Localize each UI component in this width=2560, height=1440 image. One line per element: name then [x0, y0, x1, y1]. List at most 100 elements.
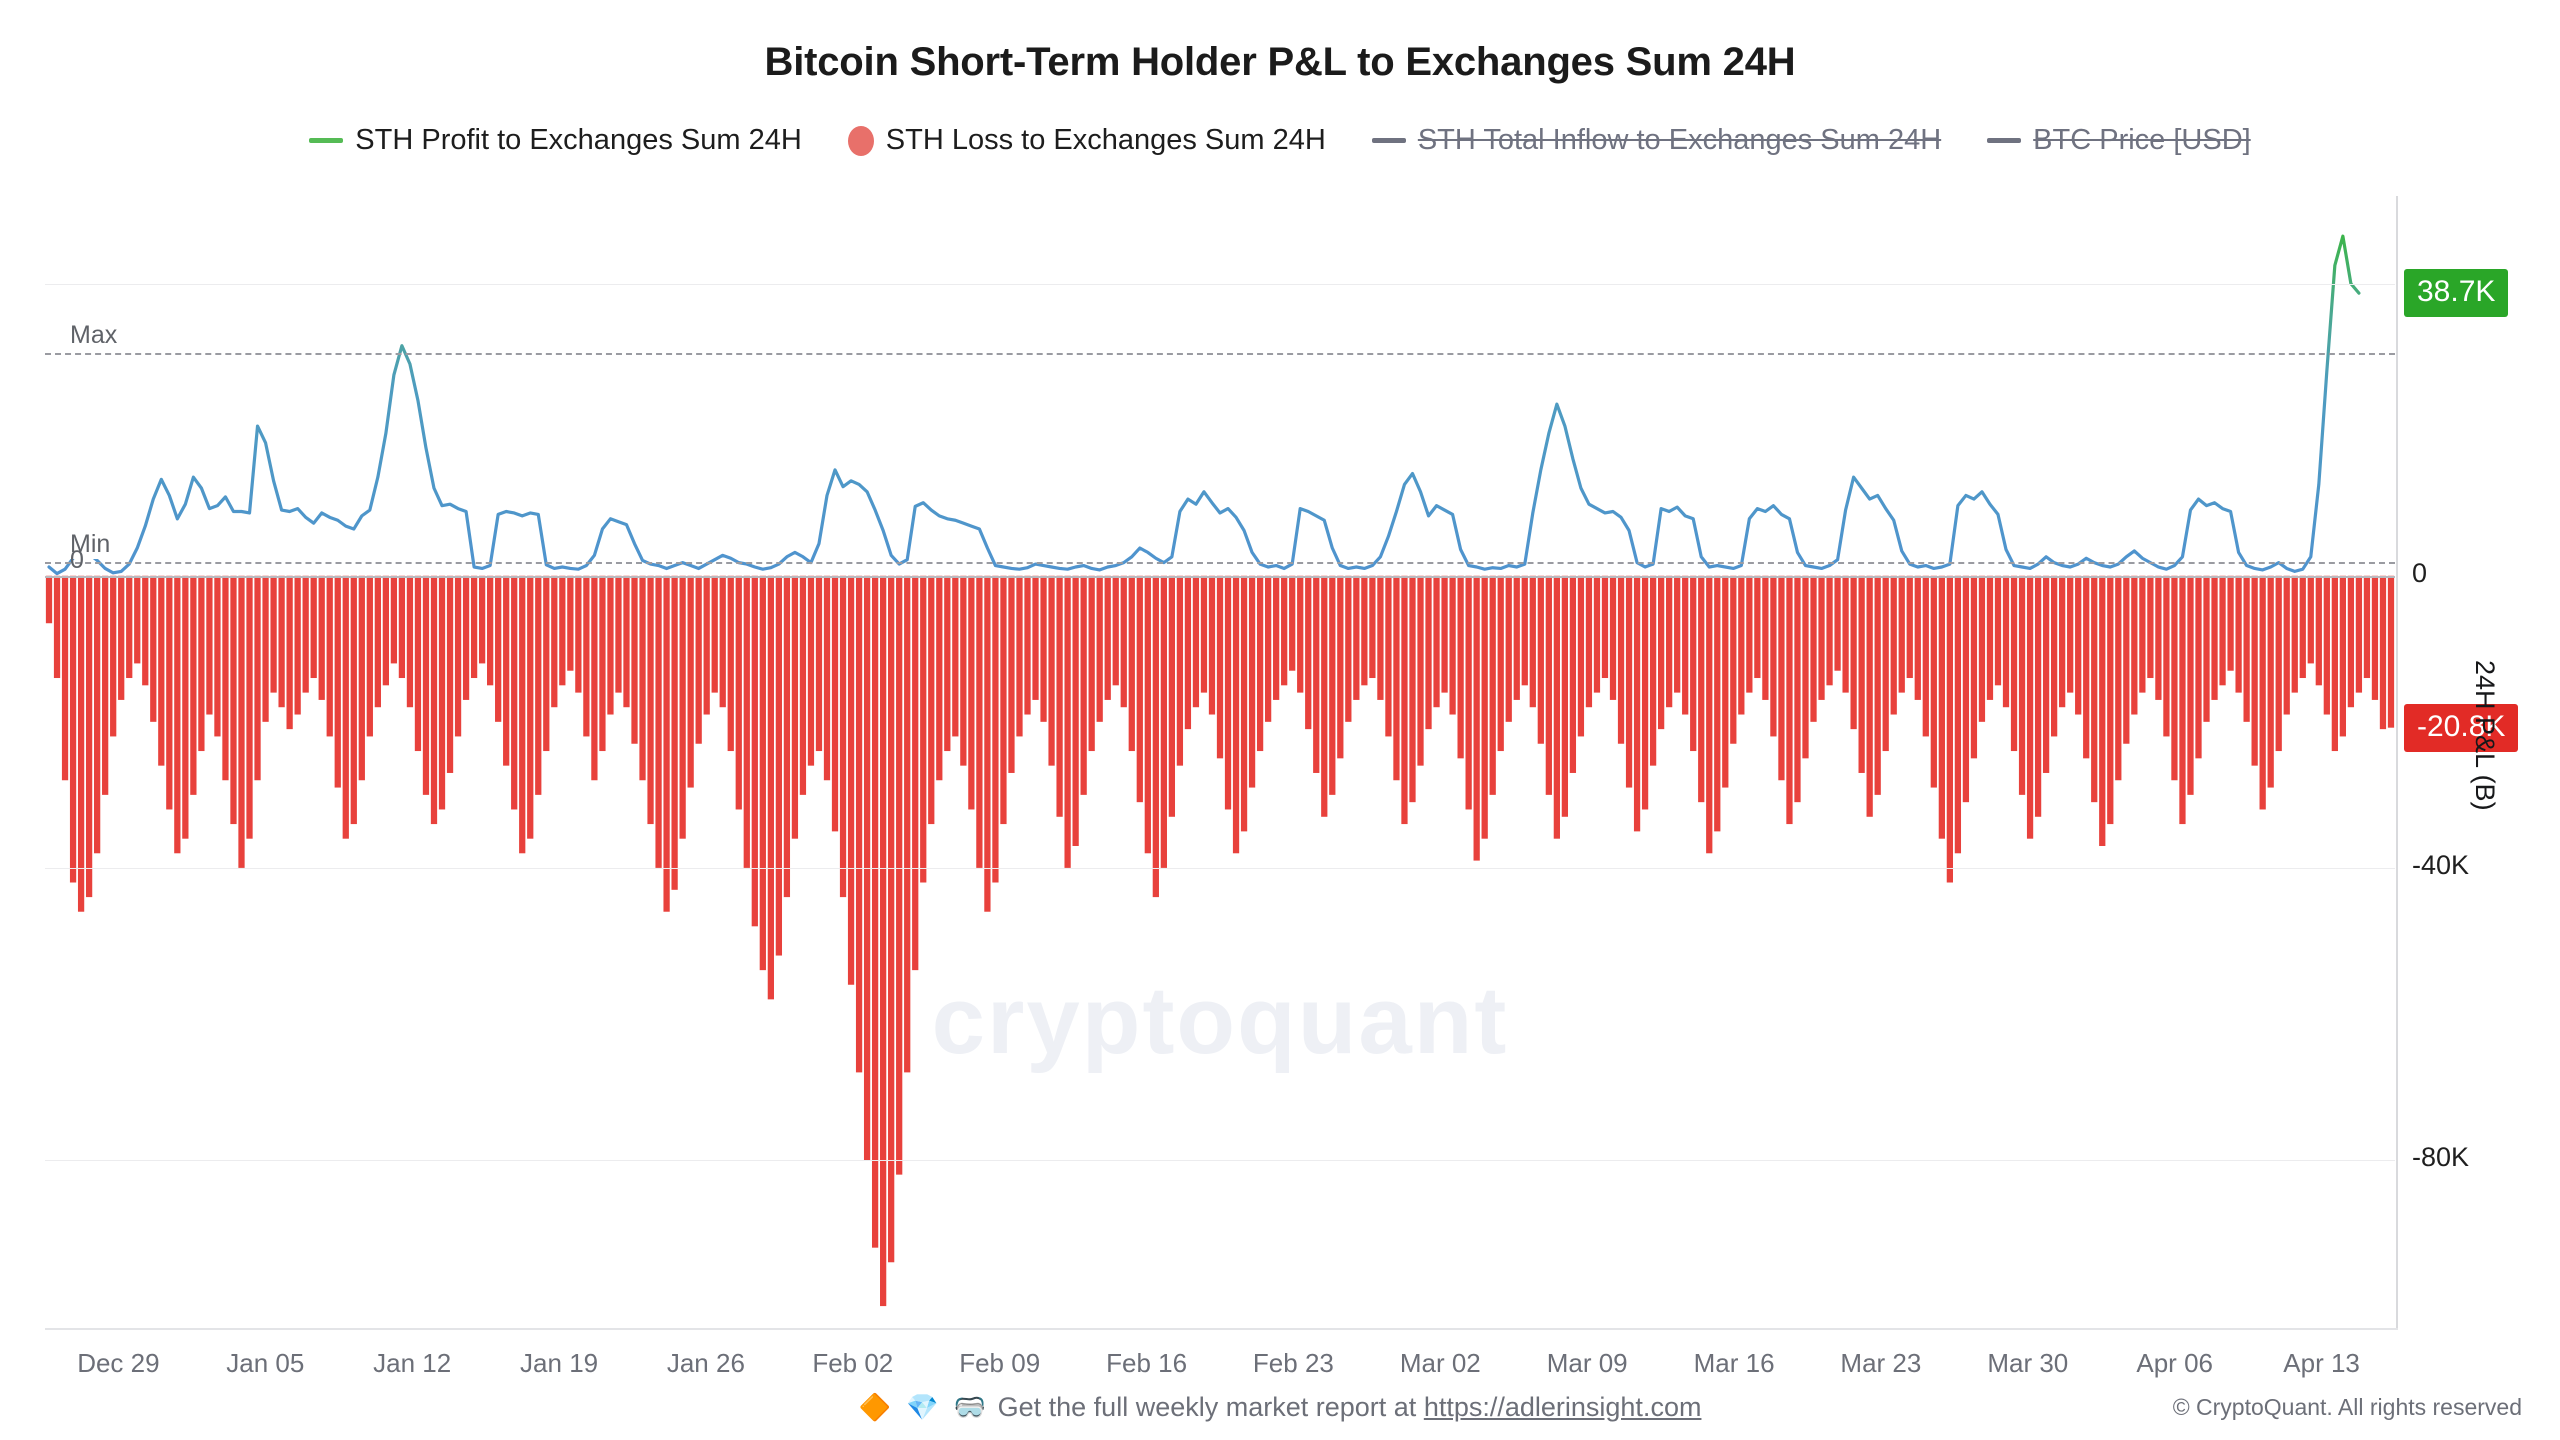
loss-bar — [992, 575, 999, 883]
loss-bar — [1144, 575, 1151, 854]
loss-bar — [1722, 575, 1729, 788]
gridline — [45, 1160, 2395, 1161]
loss-bar — [1625, 575, 1633, 788]
x-axis-tick: Mar 23 — [1840, 1348, 1922, 1378]
loss-bar — [2026, 575, 2034, 839]
profit-line — [47, 234, 2361, 576]
loss-bar — [1553, 575, 1560, 839]
loss-bar — [695, 575, 702, 744]
loss-bar — [759, 575, 766, 971]
loss-bar — [1609, 575, 1617, 700]
loss-bar — [719, 575, 726, 708]
loss-bar — [2042, 575, 2050, 773]
loss-bar — [1345, 575, 1352, 722]
loss-bar — [1497, 575, 1504, 752]
loss-bar — [1032, 575, 1039, 700]
reference-line-min — [45, 561, 2395, 564]
loss-bar — [1617, 575, 1625, 744]
loss-bar — [1770, 575, 1777, 737]
x-axis-tick: Mar 09 — [1546, 1348, 1628, 1378]
loss-bar — [2034, 575, 2042, 817]
loss-bar — [1866, 575, 1873, 817]
loss-bar — [222, 575, 229, 781]
loss-bar — [703, 575, 710, 715]
loss-bar — [398, 575, 406, 679]
loss-bar — [2219, 575, 2226, 686]
loss-bar — [1914, 575, 1921, 700]
loss-bar — [1313, 575, 1320, 773]
reference-line-max — [45, 353, 2395, 355]
loss-bar — [960, 575, 967, 766]
loss-bar — [1521, 575, 1528, 686]
loss-bar — [2307, 575, 2314, 664]
loss-bar — [2315, 575, 2322, 686]
loss-bar — [679, 575, 686, 839]
loss-bar — [358, 575, 365, 781]
loss-bar — [1176, 575, 1184, 766]
x-axis-tick: Feb 23 — [1252, 1348, 1334, 1378]
loss-bar — [1297, 575, 1304, 693]
loss-bar — [2371, 575, 2379, 700]
loss-bar — [142, 575, 149, 686]
footer-link[interactable]: https://adlerinsight.com — [1423, 1392, 1702, 1422]
x-axis-tick: Apr 06 — [2136, 1348, 2213, 1378]
loss-bar — [607, 575, 614, 715]
loss-bar — [1256, 575, 1264, 752]
loss-bar — [1529, 575, 1536, 708]
loss-bar — [1978, 575, 1986, 722]
loss-bar — [2010, 575, 2018, 752]
loss-bar — [1698, 575, 1705, 803]
loss-bar — [1802, 575, 1809, 759]
x-axis-tick: Jan 26 — [666, 1348, 745, 1378]
loss-bar — [1016, 575, 1023, 737]
loss-bar — [847, 575, 855, 985]
loss-bar — [2171, 575, 2178, 781]
y-axis-tick: -80K — [2412, 1142, 2470, 1172]
loss-bar — [1160, 575, 1167, 868]
loss-bar — [2195, 575, 2202, 759]
loss-bar — [799, 575, 807, 795]
loss-bar — [45, 575, 53, 624]
legend-item-3[interactable]: BTC Price [USD] — [1987, 124, 2251, 157]
loss-bar — [1898, 575, 1905, 693]
footer-note: 🔶 💎 🥽 Get the full weekly market report … — [0, 1392, 2560, 1423]
legend-item-0[interactable]: STH Profit to Exchanges Sum 24H — [309, 124, 802, 157]
loss-bar — [1746, 575, 1753, 693]
loss-bar — [1224, 575, 1232, 810]
loss-bar — [1762, 575, 1769, 700]
loss-bar — [2107, 575, 2114, 825]
legend-item-2[interactable]: STH Total Inflow to Exchanges Sum 24H — [1371, 124, 1941, 157]
loss-bar — [1168, 575, 1176, 817]
loss-bar — [663, 575, 670, 912]
loss-bar — [150, 575, 157, 722]
loss-bar — [2347, 575, 2355, 708]
loss-bar — [278, 575, 285, 708]
loss-bar — [1786, 575, 1793, 825]
x-axis-tick: Feb 02 — [812, 1348, 894, 1378]
loss-bar — [511, 575, 518, 810]
legend-item-1[interactable]: STH Loss to Exchanges Sum 24H — [847, 124, 1326, 157]
loss-bar — [1417, 575, 1424, 766]
loss-bar — [1906, 575, 1913, 679]
loss-bar — [342, 575, 349, 839]
loss-bar — [735, 575, 742, 810]
loss-bar — [839, 575, 847, 898]
bottom-axis-line — [45, 1328, 2398, 1330]
series-svg — [45, 234, 2395, 1307]
loss-bar — [2283, 575, 2290, 715]
loss-bar — [559, 575, 566, 686]
loss-bar — [1730, 575, 1737, 744]
loss-bar — [1674, 575, 1681, 693]
loss-bar — [1401, 575, 1408, 825]
loss-bar — [470, 575, 478, 679]
legend-line-marker-icon — [1987, 138, 2022, 143]
loss-bar — [294, 575, 301, 715]
loss-bar — [567, 575, 574, 671]
loss-bar — [807, 575, 815, 766]
loss-bar — [2083, 575, 2090, 759]
loss-bar — [1305, 575, 1312, 730]
loss-bar — [198, 575, 205, 752]
loss-bar — [920, 575, 927, 883]
loss-bar — [246, 575, 253, 839]
loss-bar — [190, 575, 197, 795]
